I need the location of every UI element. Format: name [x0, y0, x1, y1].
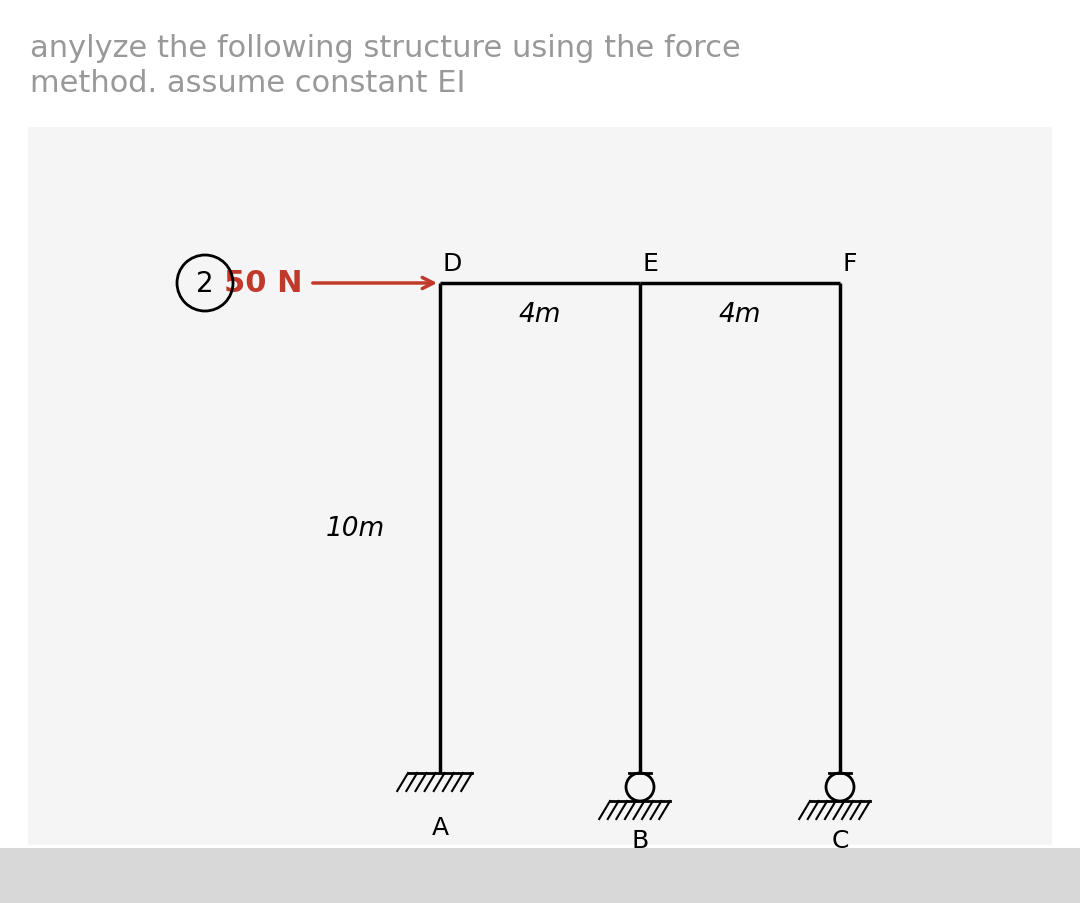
Text: method. assume constant EI: method. assume constant EI	[30, 69, 465, 98]
Text: C: C	[832, 828, 849, 852]
Text: 50 N: 50 N	[224, 269, 302, 298]
Text: anylyze the following structure using the force: anylyze the following structure using th…	[30, 34, 741, 63]
Bar	[0, 848, 1080, 903]
Text: D: D	[442, 252, 461, 275]
Text: 2: 2	[197, 270, 214, 298]
Text: F: F	[842, 252, 856, 275]
Text: 4m: 4m	[719, 302, 761, 328]
Text: 4m: 4m	[518, 302, 562, 328]
Text: A: A	[431, 815, 448, 839]
Text: 10m: 10m	[326, 516, 384, 542]
FancyBboxPatch shape	[28, 128, 1052, 845]
Text: B: B	[632, 828, 649, 852]
Text: E: E	[642, 252, 658, 275]
